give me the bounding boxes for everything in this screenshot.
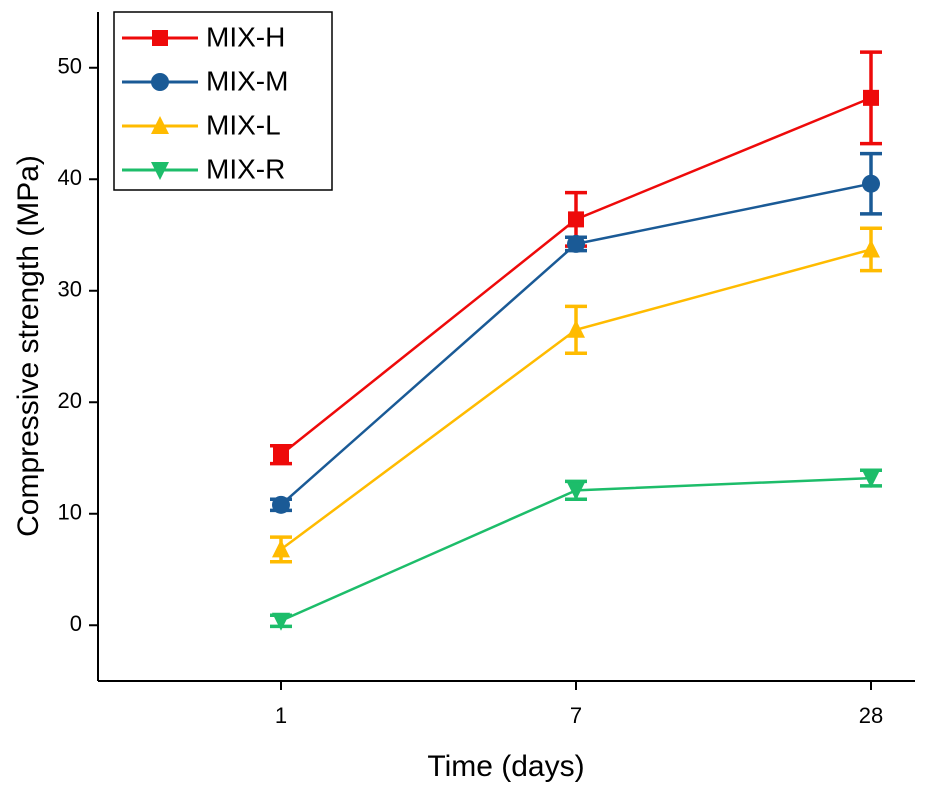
legend-marker [152, 30, 168, 46]
y-tick-label: 30 [58, 277, 82, 302]
series-line [280, 96, 872, 456]
y-tick-label: 0 [70, 611, 82, 636]
series-line [280, 248, 872, 551]
x-tick-label: 28 [859, 703, 883, 728]
y-axis-title: Compressive strength (MPa) [12, 155, 45, 537]
data-point [567, 234, 585, 253]
legend-label: MIX-R [206, 153, 285, 184]
data-point [862, 470, 880, 489]
legend-marker [151, 162, 169, 180]
legend-label: MIX-H [206, 21, 285, 52]
data-point [272, 612, 290, 631]
data-point [567, 319, 585, 338]
x-tick-label: 7 [570, 703, 582, 728]
data-point [272, 495, 290, 514]
legend-marker [151, 73, 169, 91]
data-point [567, 482, 585, 501]
y-tick-label: 20 [58, 388, 82, 413]
legend-label: MIX-L [206, 109, 281, 140]
data-point [862, 239, 880, 258]
legend-box [113, 11, 333, 191]
x-axis-title: Time (days) [427, 750, 584, 783]
y-tick-label: 40 [58, 165, 82, 190]
data-point [272, 539, 290, 558]
legend-marker [151, 116, 169, 134]
y-tick-label: 10 [58, 500, 82, 525]
x-tick-label: 1 [275, 703, 287, 728]
legend-label: MIX-M [206, 65, 288, 96]
data-point [862, 174, 880, 193]
data-point [863, 89, 879, 106]
y-tick-label: 50 [58, 54, 82, 79]
data-point [273, 446, 289, 463]
data-point [568, 211, 584, 228]
